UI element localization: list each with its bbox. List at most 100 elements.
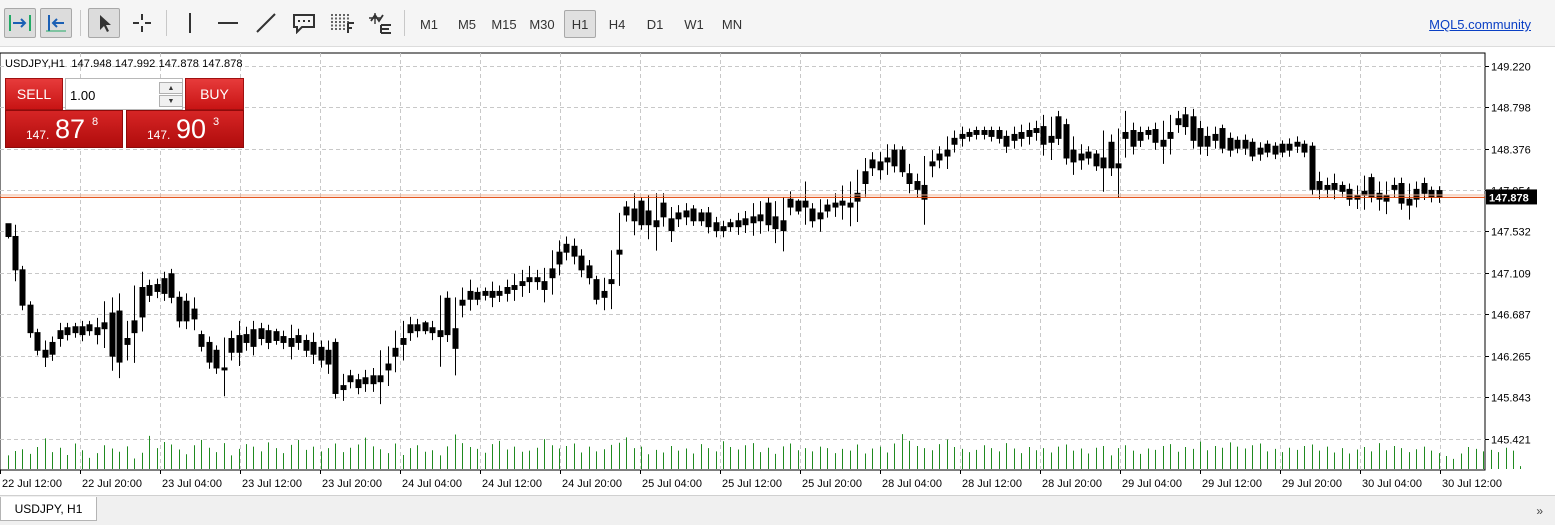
candle-bearish	[1026, 130, 1033, 137]
candle-bearish	[1406, 198, 1413, 206]
fibonacci-button[interactable]	[326, 8, 358, 38]
autoscroll-icon	[9, 15, 31, 31]
candle-bearish	[154, 284, 161, 292]
candle-bearish	[1301, 143, 1308, 153]
candle-bearish	[385, 363, 392, 371]
candle-bearish	[802, 200, 809, 208]
candle-bearish	[86, 324, 93, 332]
candle-bearish	[1264, 143, 1271, 153]
candle-bearish	[168, 273, 175, 298]
candle-bearish	[332, 341, 339, 394]
candle-bearish	[295, 335, 302, 343]
candle-bearish	[407, 324, 414, 334]
candle-bearish	[951, 137, 958, 145]
x-axis-tick-label: 23 Jul 04:00	[162, 478, 222, 490]
y-axis-tick-label: 147.109	[1491, 269, 1531, 281]
x-axis-tick-label: 24 Jul 20:00	[562, 478, 622, 490]
timeframe-m30-button[interactable]: M30	[529, 16, 555, 32]
timeframe-m15-button[interactable]: M15	[491, 16, 517, 32]
candle-bearish	[1257, 147, 1264, 155]
timeframe-w1-button[interactable]: W1	[684, 16, 704, 32]
text-label-button[interactable]	[288, 8, 320, 38]
sell-button[interactable]: SELL	[5, 78, 63, 110]
y-axis-tick-label: 149.220	[1491, 62, 1531, 74]
candle-bearish	[176, 296, 183, 322]
candle-bearish	[1137, 131, 1144, 141]
chart-area[interactable]: 149.220148.798148.376147.954147.532147.1…	[0, 48, 1555, 495]
candle-bearish	[936, 153, 943, 161]
candle-bearish	[1242, 139, 1249, 149]
candle-bearish	[504, 287, 511, 294]
candle-bearish	[601, 290, 608, 298]
autoscroll-button[interactable]	[4, 8, 36, 38]
candle-bearish	[340, 385, 347, 391]
buy-price-prefix: 147.	[147, 128, 171, 142]
candle-bearish	[1383, 194, 1390, 202]
timeframe-m5-button[interactable]: M5	[457, 16, 477, 32]
timeframe-d1-button[interactable]: D1	[646, 16, 664, 32]
candle-bearish	[362, 377, 369, 385]
candle-bearish	[72, 326, 79, 334]
price-chart[interactable]: 149.220148.798148.376147.954147.532147.1…	[0, 48, 1555, 495]
x-axis-tick-label: 24 Jul 04:00	[402, 478, 462, 490]
candle-bearish	[1033, 128, 1040, 133]
chart-tab-usdjpy-h1[interactable]: USDJPY, H1	[0, 497, 97, 521]
candle-bearish	[139, 287, 146, 318]
lot-size-input[interactable]	[70, 85, 152, 105]
candle-bearish	[1436, 190, 1443, 198]
candle-bearish	[1070, 149, 1077, 163]
candle-bearish	[1368, 177, 1375, 198]
vertical-line-button[interactable]	[174, 8, 206, 38]
candle-bearish	[198, 334, 205, 347]
timeframe-h4-button[interactable]: H4	[608, 16, 626, 32]
lot-down-button[interactable]: ▼	[159, 95, 183, 107]
timeframe-h1-button[interactable]: H1	[564, 10, 596, 38]
x-axis-tick-label: 29 Jul 12:00	[1202, 478, 1262, 490]
candle-bearish	[1011, 133, 1018, 141]
candle-bearish	[862, 171, 869, 184]
candle-bearish	[1204, 135, 1211, 147]
buy-price-button[interactable]: 147. 90 3	[126, 110, 244, 148]
candle-bearish	[1346, 188, 1353, 200]
candle-bearish	[146, 285, 153, 296]
candle-bearish	[1108, 141, 1115, 169]
candle-bearish	[1339, 184, 1346, 192]
x-axis-tick-label: 23 Jul 20:00	[322, 478, 382, 490]
timeframe-m1-button[interactable]: M1	[419, 16, 439, 32]
candle-bearish	[57, 330, 64, 340]
candle-bearish	[243, 334, 250, 343]
candle-bearish	[563, 243, 570, 253]
candle-bearish	[1324, 184, 1331, 190]
horizontal-line-button[interactable]	[212, 8, 244, 38]
candle-bearish	[265, 330, 272, 343]
lot-up-button[interactable]: ▲	[159, 82, 183, 94]
x-axis-tick-label: 29 Jul 20:00	[1282, 478, 1342, 490]
candle-bearish	[735, 220, 742, 228]
toolbar: M1 M5 M15 M30 H1 H4 D1 W1 MN MQL5.community	[0, 0, 1555, 47]
buy-button[interactable]: BUY	[185, 78, 244, 110]
indicators-button[interactable]	[364, 8, 396, 38]
candle-bearish	[1421, 182, 1428, 194]
trend-line-button[interactable]	[250, 8, 282, 38]
candle-bearish	[1048, 135, 1055, 143]
crosshair-button[interactable]	[126, 8, 158, 38]
candle-bearish	[787, 198, 794, 208]
candle-bearish	[258, 328, 265, 340]
timeframe-mn-button[interactable]: MN	[721, 16, 743, 32]
x-axis-tick-label: 22 Jul 12:00	[2, 478, 62, 490]
candle-bearish	[489, 290, 496, 298]
chart-shift-button[interactable]	[40, 8, 72, 38]
tab-scroll-right-button[interactable]: »	[1536, 504, 1543, 518]
candle-bearish	[519, 281, 526, 287]
candle-bearish	[690, 208, 697, 222]
candle-bearish	[765, 202, 772, 226]
candle-bearish	[959, 133, 966, 139]
sell-price-button[interactable]: 147. 87 8	[5, 110, 123, 148]
candle-bearish	[623, 206, 630, 216]
candle-bearish	[1212, 133, 1219, 141]
cursor-button[interactable]	[88, 8, 120, 38]
candle-bearish	[1115, 163, 1122, 169]
mql5-community-link[interactable]: MQL5.community	[1429, 17, 1531, 32]
current-price-label: 147.878	[1489, 192, 1529, 204]
candle-bearish	[355, 379, 362, 389]
